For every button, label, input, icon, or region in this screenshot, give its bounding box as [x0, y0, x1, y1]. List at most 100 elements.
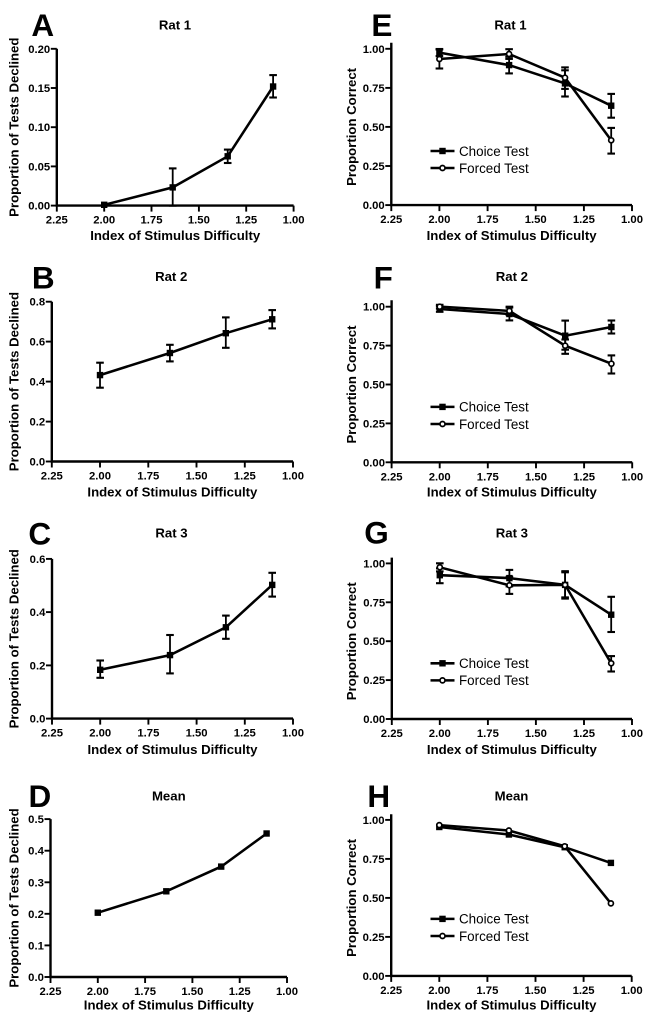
svg-text:1.50: 1.50: [525, 728, 547, 740]
svg-text:0.8: 0.8: [29, 297, 45, 309]
svg-text:1.50: 1.50: [186, 728, 208, 740]
svg-text:1.75: 1.75: [477, 214, 499, 226]
svg-text:Proportion Correct: Proportion Correct: [344, 67, 359, 186]
svg-text:1.75: 1.75: [477, 471, 499, 483]
svg-text:0.00: 0.00: [363, 714, 385, 726]
svg-text:0.75: 0.75: [363, 341, 385, 353]
svg-text:0.25: 0.25: [363, 418, 385, 430]
svg-text:2.00: 2.00: [89, 471, 111, 483]
svg-text:0.4: 0.4: [28, 846, 44, 858]
svg-text:0.2: 0.2: [28, 909, 44, 921]
svg-text:2.00: 2.00: [428, 985, 450, 997]
svg-text:2.00: 2.00: [87, 986, 109, 998]
svg-text:F: F: [374, 260, 393, 296]
svg-text:Index of Stimulus Difficulty: Index of Stimulus Difficulty: [88, 742, 259, 757]
svg-text:1.00: 1.00: [282, 728, 304, 740]
svg-text:2.00: 2.00: [89, 728, 111, 740]
svg-text:Index of Stimulus Difficulty: Index of Stimulus Difficulty: [84, 997, 255, 1012]
svg-text:2.25: 2.25: [41, 471, 63, 483]
svg-text:Proportion of Tests Declined: Proportion of Tests Declined: [6, 38, 21, 217]
svg-text:0.00: 0.00: [363, 457, 385, 469]
svg-text:1.00: 1.00: [621, 214, 643, 226]
svg-text:1.75: 1.75: [134, 986, 156, 998]
svg-text:0.1: 0.1: [28, 940, 44, 952]
svg-text:0.0: 0.0: [30, 714, 46, 726]
svg-text:0.10: 0.10: [28, 122, 50, 134]
svg-text:0.05: 0.05: [28, 161, 50, 173]
svg-text:2.25: 2.25: [380, 985, 402, 997]
svg-text:0.25: 0.25: [363, 675, 385, 687]
svg-text:1.25: 1.25: [573, 214, 595, 226]
svg-text:0.5: 0.5: [28, 814, 44, 826]
svg-text:1.25: 1.25: [573, 471, 595, 483]
svg-text:1.50: 1.50: [186, 471, 208, 483]
svg-text:1.00: 1.00: [363, 44, 385, 56]
svg-text:1.50: 1.50: [188, 215, 210, 227]
svg-text:E: E: [371, 7, 392, 43]
svg-text:2.25: 2.25: [41, 728, 63, 740]
svg-text:1.50: 1.50: [525, 985, 547, 997]
svg-text:2.00: 2.00: [93, 215, 115, 227]
svg-text:1.75: 1.75: [137, 728, 159, 740]
svg-text:Proportion of Tests Declined: Proportion of Tests Declined: [6, 549, 21, 728]
svg-text:1.00: 1.00: [363, 815, 385, 827]
svg-text:1.50: 1.50: [181, 986, 203, 998]
svg-text:0.50: 0.50: [363, 122, 385, 134]
svg-text:Rat 1: Rat 1: [494, 18, 526, 33]
svg-text:1.50: 1.50: [525, 214, 547, 226]
svg-text:1.25: 1.25: [229, 986, 251, 998]
svg-text:0.2: 0.2: [30, 660, 46, 672]
svg-text:D: D: [29, 778, 52, 814]
svg-text:0.25: 0.25: [363, 161, 385, 173]
svg-text:Rat 3: Rat 3: [155, 525, 187, 540]
svg-text:Index of Stimulus Difficulty: Index of Stimulus Difficulty: [427, 228, 598, 243]
svg-text:Rat 1: Rat 1: [159, 18, 191, 33]
svg-text:0.2: 0.2: [29, 417, 45, 429]
svg-text:2.25: 2.25: [381, 728, 403, 740]
svg-text:Index of Stimulus Difficulty: Index of Stimulus Difficulty: [427, 997, 598, 1012]
svg-text:0.50: 0.50: [363, 380, 385, 392]
svg-text:1.00: 1.00: [283, 215, 305, 227]
svg-text:Choice Test: Choice Test: [459, 144, 529, 159]
svg-text:0.4: 0.4: [30, 607, 46, 619]
svg-text:0.15: 0.15: [28, 83, 50, 95]
svg-text:1.00: 1.00: [621, 985, 643, 997]
svg-text:1.25: 1.25: [573, 728, 595, 740]
svg-text:Choice Test: Choice Test: [459, 400, 529, 415]
svg-text:Proportion Correct: Proportion Correct: [344, 838, 359, 957]
svg-text:0.3: 0.3: [28, 877, 44, 889]
svg-text:0.75: 0.75: [363, 854, 385, 866]
svg-text:Forced Test: Forced Test: [459, 929, 529, 944]
svg-text:0.00: 0.00: [363, 971, 385, 983]
svg-text:0.50: 0.50: [363, 636, 385, 648]
svg-text:Rat 3: Rat 3: [496, 525, 528, 540]
svg-text:1.75: 1.75: [141, 215, 163, 227]
svg-text:Index of Stimulus Difficulty: Index of Stimulus Difficulty: [427, 484, 598, 499]
svg-text:A: A: [31, 7, 54, 43]
svg-text:Proportion of Tests Declined: Proportion of Tests Declined: [6, 292, 21, 471]
svg-text:G: G: [364, 515, 389, 551]
svg-text:0.00: 0.00: [363, 200, 385, 212]
svg-text:Proportion of Tests Declined: Proportion of Tests Declined: [6, 808, 21, 987]
svg-text:0.6: 0.6: [30, 554, 46, 566]
svg-text:2.00: 2.00: [429, 471, 451, 483]
svg-text:Index of Stimulus Difficulty: Index of Stimulus Difficulty: [427, 742, 598, 757]
svg-text:Rat 2: Rat 2: [496, 269, 528, 284]
svg-text:1.00: 1.00: [621, 471, 643, 483]
svg-text:Proportion Correct: Proportion Correct: [344, 582, 359, 701]
svg-text:0.25: 0.25: [363, 932, 385, 944]
svg-text:2.25: 2.25: [40, 986, 62, 998]
svg-text:1.25: 1.25: [573, 985, 595, 997]
svg-text:1.00: 1.00: [363, 558, 385, 570]
svg-text:Forced Test: Forced Test: [459, 673, 529, 688]
svg-text:Mean: Mean: [495, 788, 529, 803]
svg-text:2.25: 2.25: [380, 214, 402, 226]
svg-text:1.75: 1.75: [477, 728, 499, 740]
svg-text:Index of Stimulus Difficulty: Index of Stimulus Difficulty: [87, 484, 258, 499]
svg-text:Proportion Correct: Proportion Correct: [344, 325, 359, 444]
svg-text:Forced Test: Forced Test: [459, 417, 529, 432]
svg-text:2.25: 2.25: [381, 471, 403, 483]
svg-text:C: C: [28, 515, 51, 551]
svg-text:1.25: 1.25: [234, 728, 256, 740]
svg-text:Choice Test: Choice Test: [459, 912, 529, 927]
